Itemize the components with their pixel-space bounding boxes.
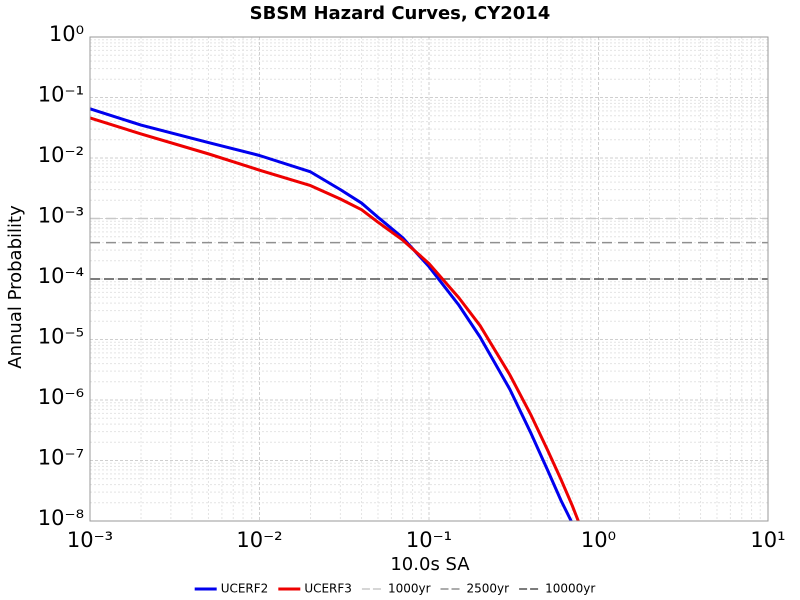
legend-item: UCERF2 [194, 582, 269, 596]
legend-label: 2500yr [467, 582, 510, 596]
legend-label: UCERF2 [221, 582, 269, 596]
legend-label: UCERF3 [304, 582, 352, 596]
y-tick-label: 10⁻⁶ [38, 385, 84, 409]
y-tick-label: 10⁻⁷ [38, 446, 84, 470]
legend-item: 10000yr [519, 582, 595, 596]
y-tick-label: 10⁻³ [38, 204, 84, 228]
legend: UCERF2 UCERF3 1000yr 2500yr 10000yr [194, 582, 595, 596]
legend-item: UCERF3 [278, 582, 352, 596]
x-tick-label: 10⁻³ [67, 528, 113, 552]
x-tick-label: 10⁻¹ [406, 528, 452, 552]
x-axis-label: 10.0s SA [390, 554, 470, 575]
x-tick-label: 10⁻² [236, 528, 282, 552]
series-layer [90, 107, 768, 521]
legend-item: 2500yr [440, 582, 510, 596]
legend-item: 1000yr [361, 582, 431, 596]
y-tick-label: 10⁻⁴ [38, 264, 84, 288]
y-tick-label: 10⁻⁵ [38, 325, 84, 349]
x-tick-label: 10¹ [750, 528, 785, 552]
chart-title: SBSM Hazard Curves, CY2014 [250, 3, 551, 24]
series-line [90, 107, 573, 521]
y-tick-label: 10⁻² [38, 143, 84, 167]
legend-label: 10000yr [545, 582, 595, 596]
y-axis-label: Annual Probability [5, 205, 26, 369]
ticks: 10⁻³ 10⁻² 10⁻¹ 10⁰ 10¹ 10⁻⁸ 10⁻⁷ 10⁻⁶ 10⁻⁵ 10⁻⁴ 10… [38, 22, 786, 552]
x-tick-label: 10⁰ [581, 528, 616, 552]
legend-label: 1000yr [388, 582, 431, 596]
y-tick-label: 10⁻⁸ [38, 506, 84, 530]
y-tick-label: 10⁻¹ [38, 83, 84, 107]
series-line [90, 116, 580, 521]
plot-frame [89, 36, 769, 522]
y-tick-label: 10⁰ [49, 22, 84, 46]
